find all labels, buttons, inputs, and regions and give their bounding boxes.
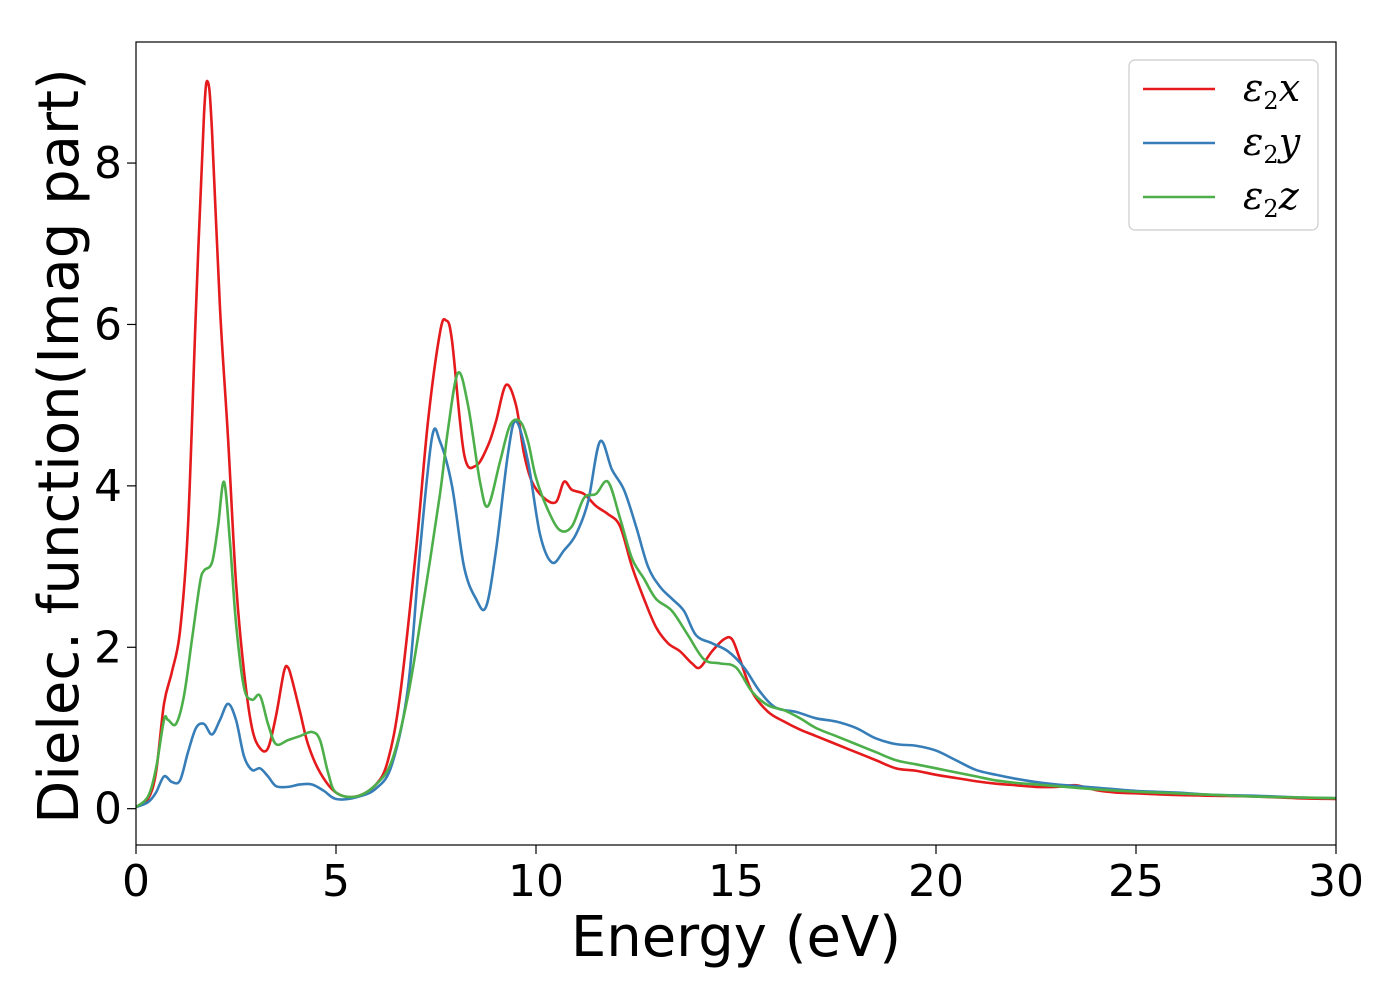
x-tick-label: 25 [1108, 856, 1164, 907]
x-tick-label: 5 [322, 856, 350, 907]
y-tick-label: 2 [94, 622, 122, 673]
series-layer [136, 79, 1336, 809]
y-axis-title: Dielec. function(Imag part) [27, 68, 92, 824]
y-tick-label: 8 [94, 138, 122, 189]
x-tick-label: 30 [1308, 856, 1364, 907]
legend-label-x: ε2x [1243, 66, 1300, 115]
legend: ε2x ε2y ε2z [1128, 59, 1319, 231]
x-axis: 0 5 10 15 20 25 30 [122, 845, 1364, 907]
series-line-y [136, 420, 1336, 809]
y-tick-label: 0 [94, 784, 122, 835]
legend-label-y: ε2y [1243, 120, 1301, 169]
y-tick-label: 4 [94, 461, 122, 512]
x-tick-label: 15 [708, 856, 764, 907]
y-tick-label: 6 [94, 299, 122, 350]
legend-box [1128, 59, 1319, 231]
x-axis-title: Energy (eV) [571, 905, 901, 970]
x-tick-label: 0 [122, 856, 150, 907]
y-axis: 0 2 4 6 8 [94, 138, 136, 835]
legend-label-z: ε2z [1243, 174, 1300, 223]
x-tick-label: 10 [508, 856, 564, 907]
series-line-z [136, 371, 1336, 809]
x-tick-label: 20 [908, 856, 964, 907]
series-line-x [136, 79, 1336, 809]
